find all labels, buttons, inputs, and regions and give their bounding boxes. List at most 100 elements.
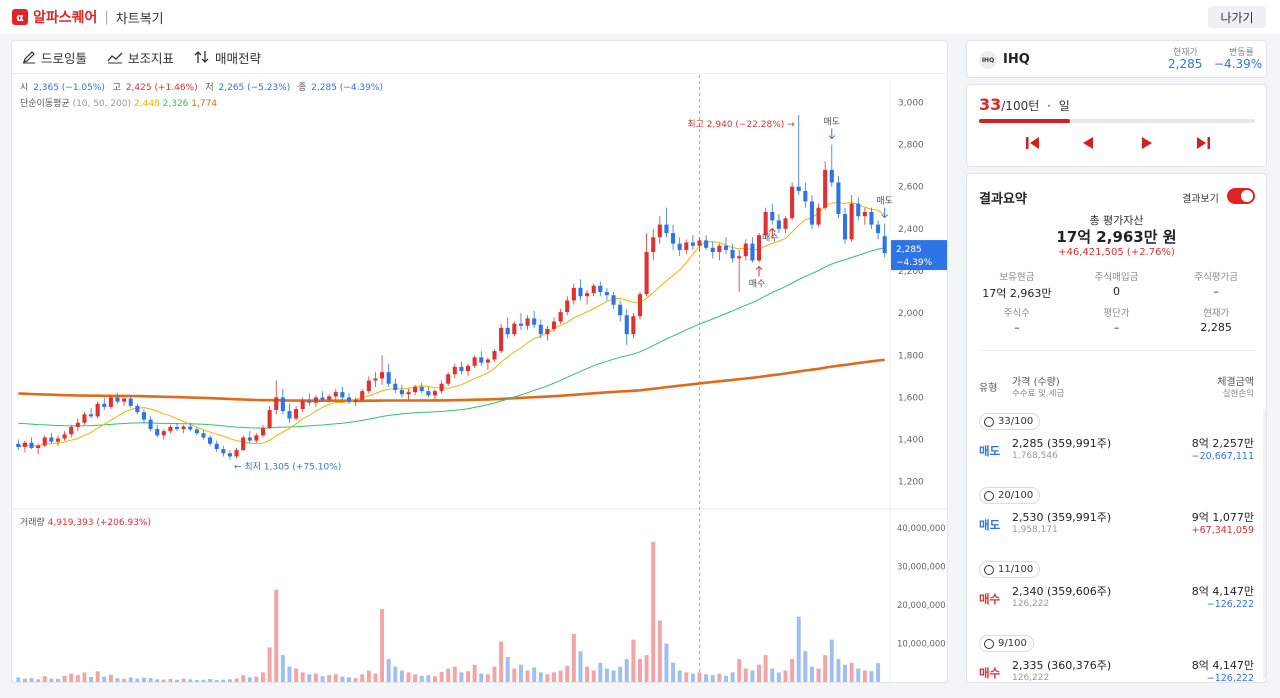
total-asset-label: 총 평가자산 xyxy=(1089,214,1144,227)
avg-price-value: – xyxy=(1113,321,1120,334)
buy-marker-label: 매수 xyxy=(762,233,779,244)
volume-bar xyxy=(829,639,834,682)
candle-body xyxy=(294,409,299,419)
turn-unit: 일 xyxy=(1058,99,1070,113)
volume-bar xyxy=(267,647,272,682)
line-chart-icon xyxy=(107,52,123,64)
volume-bar xyxy=(122,678,127,682)
stock-purchase-cell: 주식매입금 0 xyxy=(1067,269,1167,301)
trade-row[interactable]: 11/100 매수 2,340 (359,606주) 126,222 8억 4,… xyxy=(967,561,1266,633)
candle-body xyxy=(333,392,338,397)
open-value: 2,365 (−1.05%) xyxy=(33,83,105,93)
ma-legend: 단순이동평균 (10, 50, 200) 2,448 2,326 1,774 xyxy=(20,96,217,109)
volume-bar xyxy=(373,673,378,682)
price-tick-label: 2,000 xyxy=(898,309,924,319)
volume-bar xyxy=(327,675,332,682)
candle-body xyxy=(770,211,775,221)
buy-arrow-icon xyxy=(755,265,763,277)
volume-bar xyxy=(313,673,318,682)
current-turn: 33 xyxy=(979,95,1002,114)
candle-body xyxy=(796,186,801,191)
exit-button[interactable]: 나가기 xyxy=(1208,6,1266,28)
result-toggle[interactable] xyxy=(1227,188,1255,204)
candle-body xyxy=(578,287,583,297)
trade-row[interactable]: 9/100 매수 2,335 (360,376주) 126,222 8억 4,1… xyxy=(967,635,1266,682)
volume-bar xyxy=(188,679,193,682)
ma50-line xyxy=(18,247,885,429)
volume-bar xyxy=(565,665,570,682)
candle-body xyxy=(664,224,669,234)
buy-arrow-icon xyxy=(768,227,776,239)
candle-body xyxy=(598,285,603,293)
volume-bar xyxy=(803,651,808,682)
volume-bar xyxy=(307,674,312,682)
candlestick-chart[interactable]: 3,000 2,800 2,600 2,400 2,200 2,000 1,800 1,600… xyxy=(12,41,948,683)
volume-bar xyxy=(49,678,54,682)
volume-bar xyxy=(89,677,94,682)
trade-turn: 20/100 xyxy=(998,490,1034,501)
candle-body xyxy=(247,437,252,441)
volume-bar xyxy=(730,672,735,682)
pencil-icon xyxy=(23,51,35,64)
stock-valuation-label: 주식평가금 xyxy=(1194,272,1239,283)
volume-bar xyxy=(591,670,596,682)
volume-bar xyxy=(287,666,292,682)
trade-price: 2,335 (360,376주) xyxy=(1012,659,1112,672)
candle-body xyxy=(241,437,246,451)
drawing-tool-button[interactable]: 드로잉툴 xyxy=(22,48,87,67)
candle-body xyxy=(108,397,113,407)
skip-to-end-icon[interactable] xyxy=(1193,135,1213,151)
volume-bar xyxy=(62,675,67,682)
candle-body xyxy=(862,211,867,217)
avg-price-label: 평단가 xyxy=(1103,308,1130,319)
candle-body xyxy=(743,243,748,257)
stock-valuation-value: – xyxy=(1213,285,1219,298)
total-asset-value: 17억 2,963만 원 xyxy=(1056,228,1177,246)
volume-bar xyxy=(869,671,874,682)
volume-tick-label: 10,000,000 xyxy=(897,640,946,650)
low-annotation: ← 최저 1,305 (+75.10%) xyxy=(234,462,341,473)
skip-to-start-icon[interactable] xyxy=(1023,135,1043,151)
volume-bar xyxy=(181,678,186,682)
volume-bar xyxy=(552,672,556,682)
volume-bar xyxy=(743,668,748,682)
candle-body xyxy=(651,237,656,253)
step-back-icon[interactable] xyxy=(1078,135,1098,151)
candle-body xyxy=(618,304,623,316)
candle-body xyxy=(128,398,133,406)
candle-body xyxy=(115,397,120,402)
volume-bar xyxy=(770,668,775,682)
clock-icon xyxy=(984,564,994,575)
volume-bar xyxy=(115,678,120,682)
trade-list-scrollbar[interactable] xyxy=(1263,409,1266,679)
trade-row[interactable]: 33/100 매도 2,285 (359,991주) 1,768,546 8억 … xyxy=(967,413,1266,485)
candle-body xyxy=(353,399,358,402)
candle-body xyxy=(783,218,788,229)
candle-body xyxy=(644,252,649,295)
candle-body xyxy=(122,398,127,402)
strategy-button[interactable]: 매매전략 xyxy=(194,48,261,67)
volume-bar xyxy=(333,674,338,682)
trade-turn: 11/100 xyxy=(998,564,1034,575)
indicator-button[interactable]: 보조지표 xyxy=(107,48,174,67)
price-tick-label: 3,000 xyxy=(898,98,924,108)
candle-body xyxy=(260,427,266,436)
volume-bar xyxy=(499,641,504,682)
candle-body xyxy=(327,396,332,400)
candle-body xyxy=(168,426,173,432)
volume-bar xyxy=(36,679,41,682)
volume-bar xyxy=(380,608,385,682)
volume-bar xyxy=(690,673,695,682)
volume-bar xyxy=(69,673,74,682)
trade-fee: 126,222 xyxy=(1012,599,1050,609)
candle-body xyxy=(710,247,715,253)
volume-bar xyxy=(723,675,728,682)
step-forward-icon[interactable] xyxy=(1137,135,1157,151)
sell-marker-label: 매도 xyxy=(876,196,893,207)
candle-body xyxy=(102,403,107,407)
volume-bar xyxy=(631,639,636,682)
trade-price: 2,285 (359,991주) xyxy=(1012,437,1112,450)
trade-row[interactable]: 20/100 매도 2,530 (359,991주) 1,958,171 9억 … xyxy=(967,487,1266,559)
candle-body xyxy=(227,453,232,457)
change-rate-label: 변동률 xyxy=(1229,48,1254,58)
